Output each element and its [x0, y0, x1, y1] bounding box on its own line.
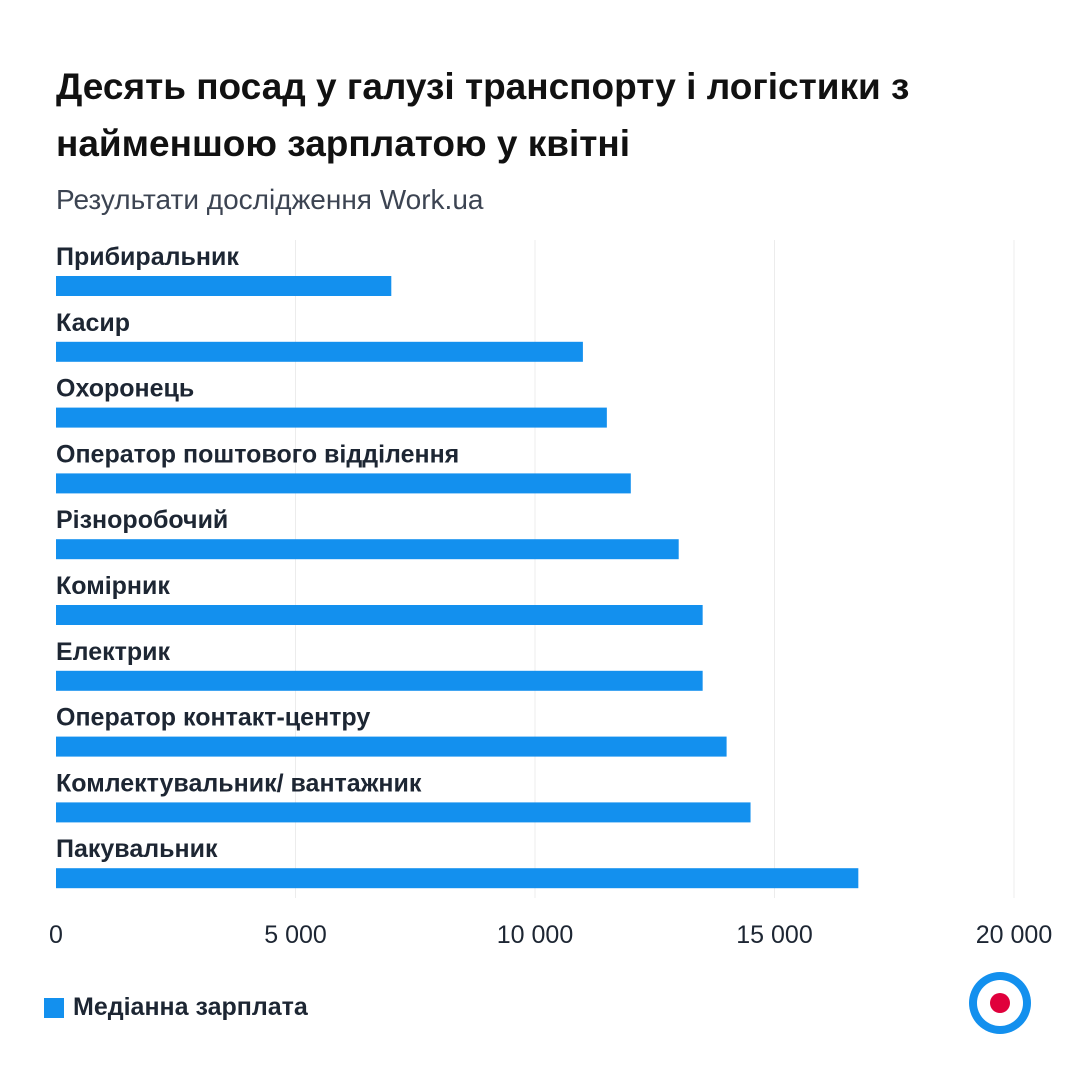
legend-swatch — [44, 997, 64, 1018]
bar — [56, 473, 631, 494]
bar — [56, 868, 859, 889]
category-label: Електрик — [56, 638, 171, 666]
x-tick-label: 0 — [49, 921, 63, 949]
legend-label: Медіанна зарплата — [73, 993, 308, 1021]
bar — [56, 539, 679, 560]
chart-subtitle: Результати дослідження Work.ua — [56, 184, 484, 215]
x-tick-label: 5 000 — [264, 921, 327, 949]
bar — [56, 670, 703, 691]
category-label: Комлектувальник/ вантажник — [56, 769, 422, 797]
work-ua-logo-icon — [969, 972, 1031, 1034]
chart-title: Десять посад у галузі транспорту і логіс… — [56, 66, 910, 164]
bar — [56, 736, 727, 757]
bar — [56, 276, 392, 296]
category-label: Прибиральник — [56, 243, 239, 271]
x-tick-label: 15 000 — [736, 921, 812, 949]
category-label: Касир — [56, 309, 130, 337]
x-tick-label: 20 000 — [976, 921, 1052, 949]
chart-legend: Медіанна зарплата — [44, 993, 308, 1022]
bar — [56, 802, 751, 823]
category-label: Пакувальник — [56, 835, 218, 863]
bar — [56, 407, 607, 428]
category-label: Оператор контакт-центру — [56, 704, 370, 732]
bar — [56, 605, 703, 625]
x-tick-label: 10 000 — [497, 921, 573, 949]
category-label: Оператор поштового відділення — [56, 440, 459, 468]
category-label: Комірник — [56, 572, 170, 600]
bar — [56, 341, 583, 362]
category-label: Охоронець — [56, 375, 194, 403]
category-label: Різноробочий — [56, 506, 228, 534]
logo-dot — [990, 993, 1010, 1013]
